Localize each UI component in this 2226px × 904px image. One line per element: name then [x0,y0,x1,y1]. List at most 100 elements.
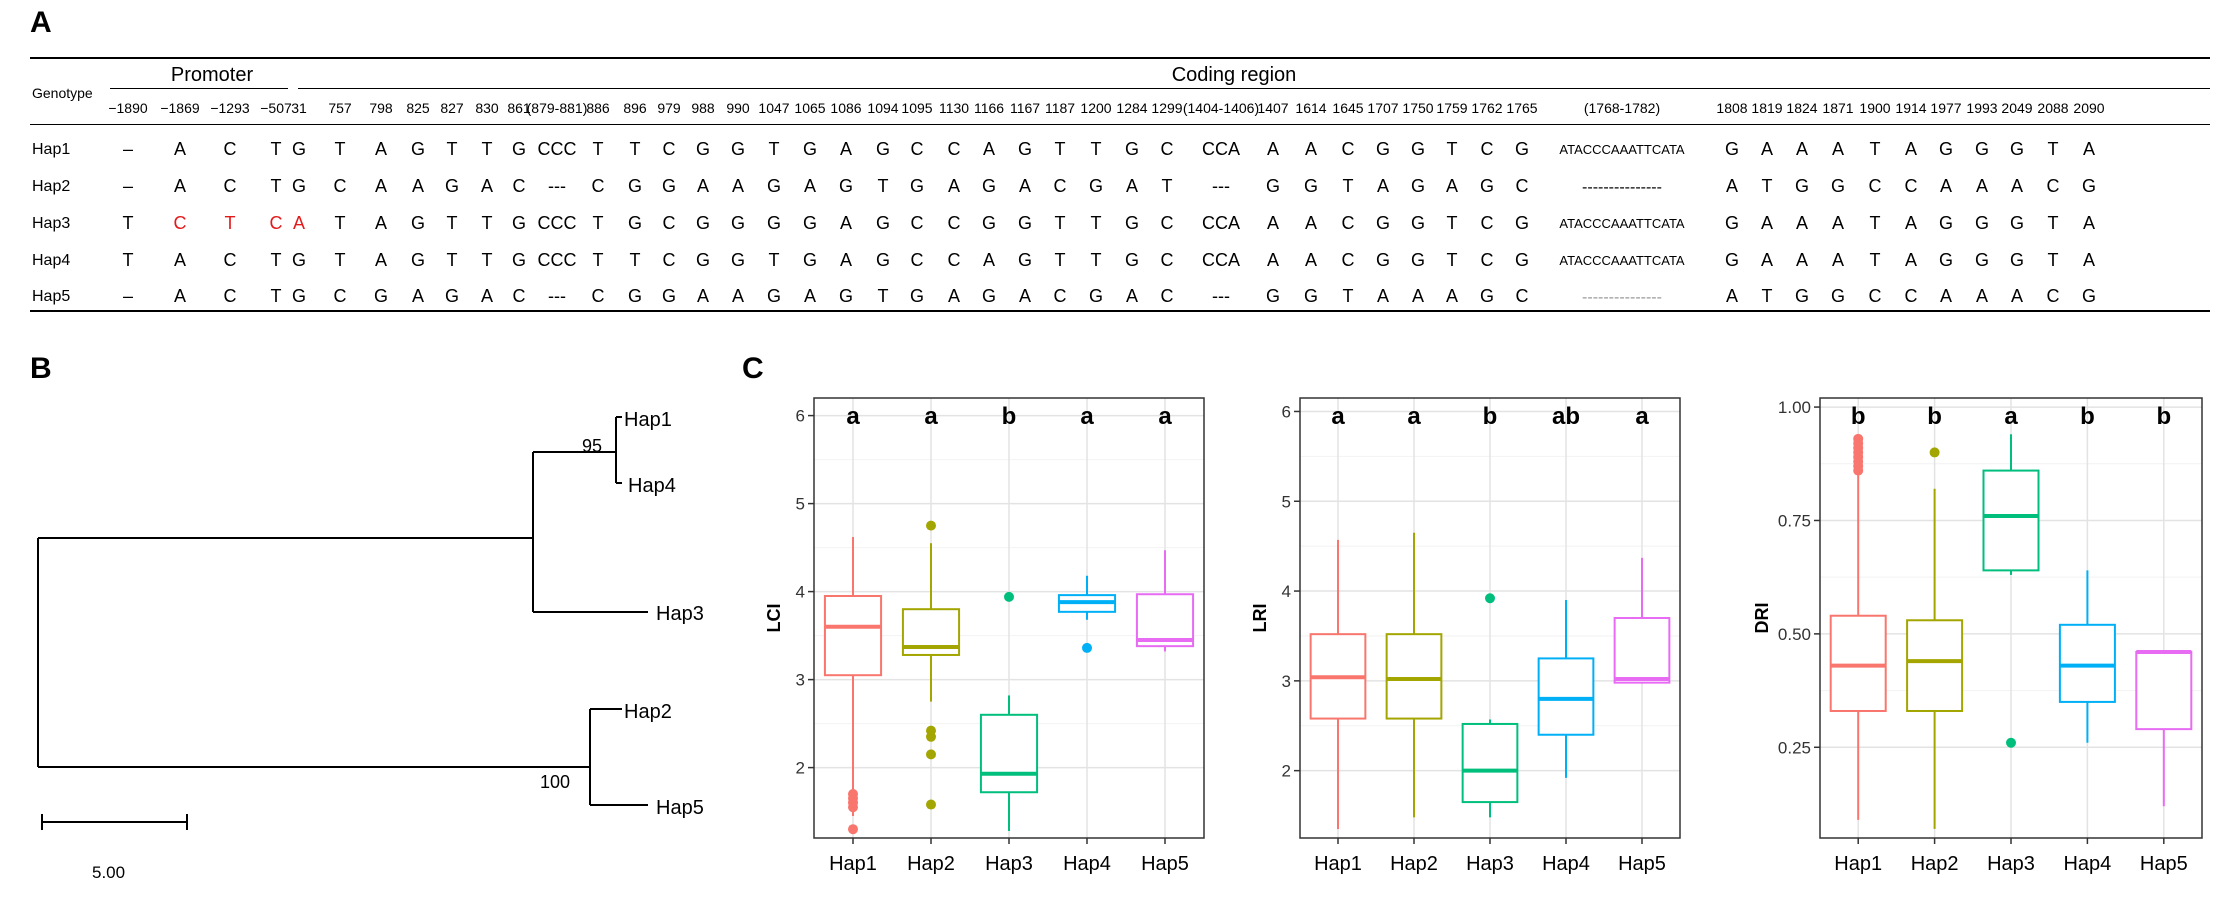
coding-base: G [627,176,643,196]
coding-base: T [1090,213,1102,233]
coding-position: 861 [507,100,531,116]
coding-base: A [1904,139,1918,159]
y-axis-label: LRI [1250,604,1270,633]
x-tick-label: Hap5 [2140,853,2188,875]
coding-base: A [2082,250,2096,270]
coding-base: C [2046,176,2060,196]
coding-position: 2049 [2001,100,2033,116]
y-tick-label: 5 [1282,492,1291,511]
coding-base: A [947,176,961,196]
promoter-base: C [173,213,187,233]
coding-base: C [662,139,676,159]
coding-position: 1645 [1332,100,1364,116]
coding-base: C [1160,250,1174,270]
coding-base: A [1831,250,1845,270]
coding-base: A [1266,139,1280,159]
coding-base: T [768,139,780,159]
coding-base: T [1446,250,1458,270]
coding-base: A [1795,139,1809,159]
promoter-base: C [269,213,283,233]
promoter-base: T [270,286,282,306]
box-iqr [1461,722,1519,804]
coding-position: (1404-1406) [1182,100,1260,116]
coding-base: A [1125,176,1139,196]
promoter-base: T [122,250,134,270]
coding-base: G [695,250,711,270]
box-iqr [1829,614,1887,712]
coding-region-header: Coding region [1171,64,1297,86]
coding-base: C [591,176,605,196]
coding-base: G [1724,213,1740,233]
coding-base: T [334,213,346,233]
coding-base: G [1938,139,1954,159]
coding-base: A [803,176,817,196]
coding-base: C [1904,286,1918,306]
coding-position: 1130 [938,100,970,116]
coding-base: G [1794,176,1810,196]
coding-position: 757 [328,100,352,116]
coding-position: 988 [691,100,715,116]
coding-base: ATACCCAAATTCATA [1559,142,1685,157]
coding-position: 1993 [1966,100,1998,116]
coding-base: G [981,213,997,233]
box-outlier [926,749,936,760]
coding-position: 1200 [1080,100,1112,116]
table-header-rule [30,124,2210,125]
y-tick-label: 2 [1282,762,1291,781]
y-tick-label: 2 [796,759,805,778]
haplotype-row-label: Hap2 [32,178,71,195]
coding-base: C [947,139,961,159]
tree-leaf-label: Hap1 [624,409,672,431]
coding-position: 979 [657,100,681,116]
coding-position: 1824 [1786,100,1818,116]
significance-letter: ab [1552,403,1580,430]
coding-base: G [1514,250,1530,270]
coding-base: T [877,176,889,196]
promoter-rule [110,88,288,89]
coding-base: G [1724,139,1740,159]
coding-base: G [1303,176,1319,196]
coding-base: C [1868,176,1882,196]
coding-base: G [1303,286,1319,306]
coding-base: T [446,250,458,270]
coding-base: T [1161,176,1173,196]
coding-base: G [909,286,925,306]
coding-base: G [511,213,527,233]
promoter-base: A [173,286,187,306]
coding-position: 1284 [1116,100,1148,116]
y-axis-label: DRI [1752,603,1772,634]
coding-base: C [910,250,924,270]
coding-base: G [410,213,426,233]
box-iqr [1135,593,1195,648]
x-tick-label: Hap3 [1987,853,2035,875]
coding-base: G [511,250,527,270]
genotype-header: Genotype [32,85,93,101]
haplotype-row-label: Hap3 [32,215,71,232]
coding-base: C [1515,286,1529,306]
box-iqr [1906,619,1964,712]
coding-base: A [1725,176,1739,196]
box-outlier [926,799,936,810]
significance-letter: a [924,403,938,430]
coding-base: A [947,286,961,306]
coding-base: C [662,213,676,233]
x-tick-label: Hap1 [1314,853,1362,875]
scale-bar-label: 5.00 [92,863,125,882]
coding-base: G [1974,213,1990,233]
tree-leaf-label: Hap5 [656,797,704,819]
box-iqr [2135,651,2193,731]
coding-base: G [661,176,677,196]
coding-base: ATACCCAAATTCATA [1559,216,1685,231]
coding-base: C [910,139,924,159]
coding-base: C [512,286,526,306]
coding-base: G [1017,213,1033,233]
coding-position: 31 [291,100,307,116]
coding-base: G [802,139,818,159]
coding-base: G [410,139,426,159]
coding-base: G [2009,213,2025,233]
coding-rule [298,88,2210,89]
coding-base: --- [548,176,566,196]
coding-position: 1187 [1044,100,1076,116]
promoter-base: A [173,176,187,196]
coding-base: A [1125,286,1139,306]
